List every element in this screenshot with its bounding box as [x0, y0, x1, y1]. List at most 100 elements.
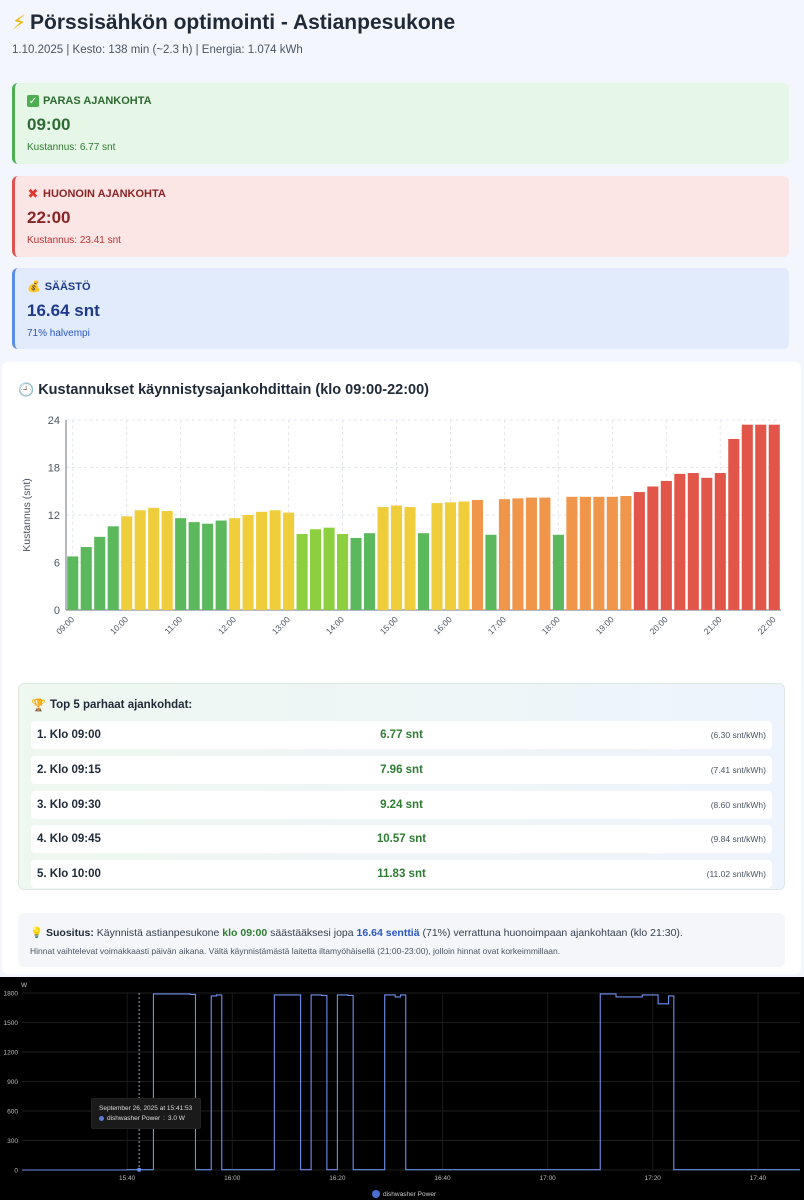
- top5-row-cost: 10.57 snt: [376, 833, 427, 845]
- cost-bar: [363, 533, 376, 610]
- x-tick-label: 17:20: [645, 1175, 662, 1182]
- cost-bar: [674, 473, 686, 610]
- cost-bar: [121, 516, 133, 610]
- lightbulb-icon: 💡: [30, 927, 44, 939]
- top5-row-cost: 6.77 snt: [380, 729, 423, 741]
- best-time-cost: Kustannus: 6.77 snt: [27, 142, 116, 153]
- y-tick-label: 24: [48, 415, 60, 427]
- power-line-chart[interactable]: 0 300 600 900 1200 1500 1800 15:40 16:00 16:20 16:…: [0, 977, 804, 1187]
- cost-bar: [539, 497, 551, 610]
- y-tick-label: 600: [7, 1109, 18, 1116]
- x-tick-label: 17:40: [750, 1175, 767, 1182]
- cost-bar: [404, 507, 416, 610]
- cost-bar: [296, 534, 308, 610]
- x-tick-label: 21:00: [702, 614, 724, 636]
- legend-swatch-icon: [372, 1190, 380, 1198]
- cost-bar: [242, 515, 254, 610]
- top5-row-cost: 11.83 snt: [377, 868, 426, 880]
- worst-time-cost: Kustannus: 23.41 snt: [27, 235, 121, 246]
- x-tick-label: 18:00: [540, 614, 562, 636]
- cost-bar: [323, 527, 335, 610]
- cost-bar: [728, 439, 740, 610]
- page-header: ⚡ Pörssisähkön optimointi - Astianpesuko…: [12, 10, 455, 57]
- y-tick-label: 1800: [4, 991, 19, 998]
- top5-row-rate: (11.02 snt/kWh): [706, 869, 766, 879]
- worst-time-label-text: HUONOIN AJANKOHTA: [43, 188, 166, 200]
- best-time-label: ✓ PARAS AJANKOHTA: [27, 95, 777, 107]
- cost-bar: [579, 496, 591, 610]
- top5-row: 1. Klo 09:00 6.77 snt (6.30 snt/kWh): [31, 721, 772, 749]
- cost-bar: [687, 473, 699, 610]
- cost-bar: [67, 556, 79, 610]
- legend-label: dishwasher Power: [383, 1190, 437, 1198]
- cost-bar: [337, 534, 349, 610]
- saving-card: 💰 SÄÄSTÖ 16.64 snt 71% halvempi: [12, 268, 789, 349]
- cost-bar: [350, 537, 362, 610]
- cost-bar: [80, 546, 92, 610]
- recommendation-note: Hinnat vaihtelevat voimakkaasti päivän a…: [30, 946, 561, 956]
- cost-bar: [566, 496, 578, 610]
- trophy-icon: 🏆: [31, 698, 46, 712]
- best-time-value: 09:00: [27, 115, 71, 134]
- x-tick-label: 16:00: [432, 614, 454, 636]
- cost-bar-chart: 0 6 12 18 24 09:00 10:00 11:00 12:00 13:00 14:00 15…: [21, 415, 781, 636]
- best-time-card: ✓ PARAS AJANKOHTA 09:00 Kustannus: 6.77 …: [12, 83, 789, 164]
- y-tick-label: 0: [54, 605, 60, 617]
- cost-bar: [633, 492, 645, 610]
- tooltip-series: dishwasher Power: [107, 1115, 161, 1122]
- saving-percent: 71% halvempi: [27, 328, 90, 339]
- x-tick-label: 10:00: [108, 614, 130, 636]
- recommendation-amount: 16.64 senttiä: [356, 927, 420, 939]
- hover-point: [137, 1167, 142, 1172]
- top5-row: 5. Klo 10:00 11.83 snt (11.02 snt/kWh): [31, 860, 772, 888]
- cost-bar: [471, 499, 484, 610]
- top5-row-cost: 7.96 snt: [380, 764, 423, 776]
- cost-bar: [202, 523, 214, 610]
- cost-bar: [620, 496, 632, 610]
- cost-bar: [188, 522, 200, 610]
- recommendation-part: Käynnistä astianpesukone: [93, 927, 223, 939]
- saving-label-text: SÄÄSTÖ: [44, 280, 91, 293]
- worst-time-card: ✖ HUONOIN AJANKOHTA 22:00 Kustannus: 23.…: [12, 176, 789, 257]
- saving-value: 16.64 snt: [27, 301, 100, 320]
- page-subtitle: 1.10.2025 | Kesto: 138 min (~2.3 h) | En…: [12, 44, 303, 56]
- x-tick-label: 17:00: [540, 1175, 557, 1182]
- cost-bar: [269, 510, 281, 610]
- x-tick-label: 16:40: [434, 1175, 451, 1182]
- tooltip-value: dishwasher Power: 3.0 W: [99, 1115, 185, 1122]
- cost-bar: [148, 507, 160, 610]
- x-tick-label: 22:00: [756, 614, 778, 636]
- cost-bar: [525, 497, 537, 610]
- recommendation-label: Suositus:: [46, 927, 94, 939]
- top5-row-rate: (7.41 snt/kWh): [710, 765, 766, 775]
- cost-bar: [283, 512, 295, 610]
- cost-bar: [377, 507, 389, 610]
- x-tick-label: 19:00: [594, 614, 616, 636]
- x-tick-label: 12:00: [216, 614, 238, 636]
- top5-row-label: 5. Klo 10:00: [37, 868, 101, 880]
- cost-bar: [417, 533, 430, 610]
- series-dot-icon: [99, 1116, 104, 1121]
- cost-bar: [552, 534, 564, 610]
- cost-bar: [593, 496, 605, 610]
- top5-row-label: 1. Klo 09:00: [37, 729, 101, 741]
- recommendation-text: 💡 Suositus: Käynnistä astianpesukone klo…: [30, 926, 683, 939]
- x-tick-label: 15:00: [378, 614, 400, 636]
- x-tick-label: 16:20: [329, 1175, 346, 1182]
- power-series-line: [22, 993, 800, 1171]
- cost-bar: [701, 477, 713, 610]
- power-legend[interactable]: dishwasher Power: [372, 1190, 436, 1198]
- cost-bar: [444, 502, 457, 610]
- top5-row: 2. Klo 09:15 7.96 snt (7.41 snt/kWh): [31, 756, 772, 784]
- worst-time-label: ✖ HUONOIN AJANKOHTA: [27, 186, 777, 201]
- cost-bar: [310, 529, 322, 610]
- chart-panel: 🕘 Kustannukset käynnistysajankohdittain …: [2, 362, 801, 974]
- clock-icon: 🕘: [18, 382, 35, 397]
- top5-title-text: Top 5 parhaat ajankohdat:: [49, 699, 193, 711]
- cost-bar: [647, 486, 659, 610]
- recommendation-part: (71%) verrattuna huonoimpaan ajankohtaan…: [419, 927, 683, 939]
- cost-bar: [741, 424, 753, 610]
- recommendation-part: säästääksesi jopa: [267, 927, 357, 939]
- cost-bar: [660, 480, 672, 610]
- top5-title: 🏆 Top 5 parhaat ajankohdat:: [31, 698, 192, 712]
